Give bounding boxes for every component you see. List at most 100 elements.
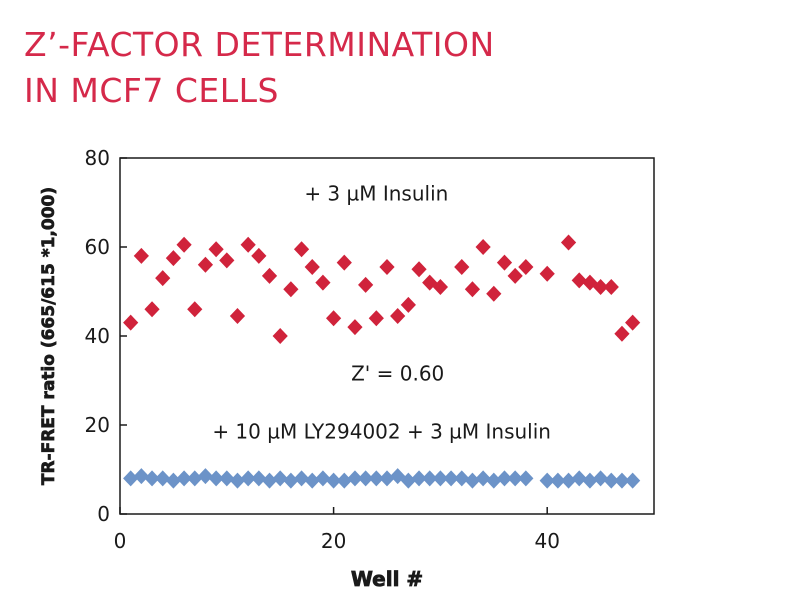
data-point-series-2	[240, 470, 256, 487]
data-point-series-2	[571, 470, 587, 487]
data-point-series-2	[358, 470, 374, 487]
y-tick-label: 80	[85, 146, 110, 170]
data-point-series-2	[582, 472, 598, 489]
data-point-series-2	[507, 470, 523, 487]
y-tick-label: 40	[85, 324, 110, 348]
y-tick-label: 0	[97, 502, 110, 526]
annotation: + 3 µM Insulin	[304, 181, 448, 205]
data-point-series-1	[411, 261, 427, 278]
data-point-series-2	[379, 470, 395, 487]
data-point-series-2	[272, 470, 288, 487]
data-point-series-1	[261, 267, 278, 284]
data-point-series-1	[379, 259, 395, 276]
data-point-series-1	[614, 325, 630, 342]
data-point-series-1	[336, 254, 352, 271]
data-point-series-1	[400, 296, 416, 313]
data-point-series-2	[144, 470, 160, 487]
data-point-series-1	[176, 236, 192, 253]
annotation: + 10 µM LY294002 + 3 µM Insulin	[212, 419, 551, 443]
data-point-series-2	[229, 472, 246, 489]
data-point-series-2	[464, 472, 481, 489]
data-point-series-2	[123, 470, 139, 487]
data-point-series-2	[486, 472, 502, 489]
y-tick-label: 20	[85, 413, 110, 437]
data-point-series-1	[347, 319, 363, 336]
data-point-series-1	[454, 259, 470, 276]
data-point-series-2	[614, 472, 630, 489]
data-point-series-1	[304, 259, 320, 276]
data-point-series-1	[315, 274, 331, 291]
data-point-series-1	[625, 314, 641, 331]
data-point-series-2	[475, 470, 491, 487]
title-line-1: Z’-FACTOR DETERMINATION	[24, 25, 495, 64]
data-point-series-2	[422, 470, 438, 487]
data-point-series-1	[219, 252, 235, 269]
data-point-series-2	[283, 472, 299, 489]
data-point-series-1	[293, 241, 310, 258]
data-point-series-1	[368, 310, 384, 327]
plot-marks	[123, 234, 641, 489]
data-point-series-2	[432, 470, 448, 487]
data-point-series-1	[187, 301, 203, 318]
data-point-series-2	[293, 470, 310, 487]
data-point-series-1	[283, 281, 299, 298]
data-point-series-1	[144, 301, 160, 318]
data-point-series-1	[240, 236, 256, 253]
data-point-series-2	[400, 472, 416, 489]
x-tick-label: 40	[534, 529, 559, 553]
data-point-series-2	[197, 468, 214, 485]
data-point-series-1	[475, 239, 491, 255]
data-point-series-2	[560, 472, 577, 489]
data-point-series-2	[625, 472, 641, 489]
data-point-series-2	[261, 472, 278, 489]
data-point-series-2	[336, 472, 352, 489]
data-point-series-1	[464, 281, 481, 298]
data-point-series-2	[603, 472, 619, 489]
data-point-series-2	[368, 470, 384, 487]
data-point-series-1	[155, 270, 171, 287]
data-point-series-1	[165, 250, 181, 267]
data-point-series-1	[486, 285, 502, 302]
data-point-series-1	[197, 256, 214, 273]
data-point-series-1	[518, 259, 534, 276]
data-point-series-1	[432, 279, 448, 296]
x-tick-label: 0	[114, 529, 127, 553]
data-point-series-1	[229, 307, 246, 324]
data-point-series-1	[208, 241, 224, 258]
data-point-series-2	[133, 468, 149, 485]
data-point-series-1	[571, 272, 587, 289]
title-line-2: IN MCF7 CELLS	[24, 71, 279, 110]
annotations: + 3 µM Insulin Z' = 0.60 + 10 µM LY294002 …	[212, 181, 551, 443]
chart-title: Z’-FACTOR DETERMINATION IN MCF7 CELLS	[24, 22, 495, 114]
data-point-series-1	[272, 328, 288, 344]
x-tick-label: 20	[321, 529, 346, 553]
data-point-series-2	[411, 470, 427, 487]
data-point-series-1	[358, 276, 374, 293]
y-axis-label: TR-FRET ratio (665/615 *1,000)	[39, 187, 59, 485]
data-point-series-1	[593, 279, 609, 296]
data-point-series-2	[219, 470, 235, 487]
data-point-series-1	[582, 274, 598, 291]
data-point-series-1	[390, 307, 406, 324]
plot-frame	[119, 157, 655, 515]
data-point-series-2	[326, 472, 342, 489]
data-point-series-1	[539, 265, 555, 282]
data-point-series-2	[304, 472, 320, 489]
data-point-series-2	[165, 472, 181, 489]
data-point-series-2	[539, 472, 555, 489]
y-tick-label: 60	[85, 235, 110, 259]
data-point-series-1	[251, 247, 267, 264]
data-point-series-1	[422, 274, 438, 291]
data-point-series-2	[496, 470, 513, 487]
data-point-series-2	[454, 470, 470, 487]
data-point-series-1	[326, 310, 342, 327]
data-point-series-1	[507, 267, 523, 284]
data-point-series-2	[208, 470, 224, 487]
data-point-series-2	[251, 470, 267, 487]
data-point-series-1	[560, 234, 577, 251]
data-point-series-1	[603, 279, 619, 296]
data-point-series-2	[550, 472, 566, 489]
data-point-series-1	[123, 314, 139, 331]
data-point-series-2	[518, 470, 534, 487]
